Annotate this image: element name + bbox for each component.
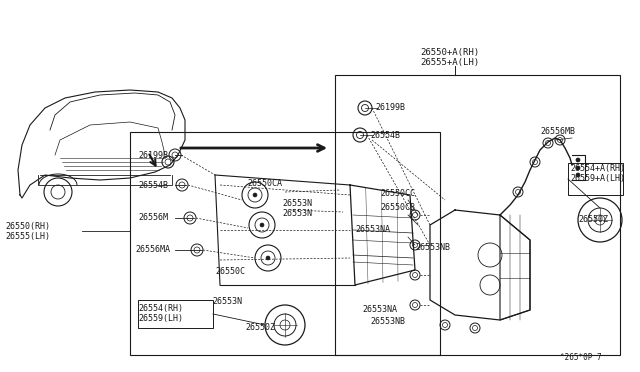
Circle shape [576, 173, 580, 177]
Bar [335, 75, 620, 355]
Text: 26553NA: 26553NA [362, 305, 397, 314]
Text: 26550+A(RH): 26550+A(RH) [420, 48, 479, 57]
Text: 26555(LH): 26555(LH) [5, 231, 50, 241]
Text: 26550Z: 26550Z [245, 324, 275, 333]
Bar [130, 132, 440, 355]
Text: 26550C: 26550C [215, 267, 245, 276]
Text: 26553N: 26553N [212, 298, 242, 307]
Text: 26553N: 26553N [282, 199, 312, 208]
Text: 26550(RH): 26550(RH) [5, 221, 50, 231]
Circle shape [576, 166, 580, 170]
Text: 26559+A(LH): 26559+A(LH) [570, 173, 625, 183]
Text: 26553NA: 26553NA [355, 225, 390, 234]
Text: 26553NB: 26553NB [370, 317, 405, 327]
Circle shape [576, 158, 580, 162]
Text: 26553NB: 26553NB [415, 244, 450, 253]
Text: 26556M: 26556M [138, 214, 168, 222]
Text: 26556MA: 26556MA [135, 246, 170, 254]
Text: 26550Z: 26550Z [578, 215, 608, 224]
Circle shape [260, 223, 264, 227]
Text: 26550CC: 26550CC [380, 189, 415, 198]
Text: ^265*0P 7: ^265*0P 7 [560, 353, 602, 362]
Bar [138, 300, 213, 328]
Text: 26199B: 26199B [138, 151, 168, 160]
Text: 26199B: 26199B [375, 103, 405, 112]
Text: 26555+A(LH): 26555+A(LH) [420, 58, 479, 67]
Circle shape [266, 256, 270, 260]
Text: 26556MB: 26556MB [540, 128, 575, 137]
Text: 26554B: 26554B [370, 131, 400, 140]
Text: 26559(LH): 26559(LH) [138, 314, 183, 323]
Bar [568, 163, 623, 195]
Text: 26553N: 26553N [282, 208, 312, 218]
Text: 26554(RH): 26554(RH) [138, 304, 183, 312]
Text: 26554+A(RH): 26554+A(RH) [570, 164, 625, 173]
Text: 26550CA: 26550CA [247, 179, 282, 187]
Circle shape [253, 193, 257, 197]
Text: 26550CB: 26550CB [380, 202, 415, 212]
Text: 26554B: 26554B [138, 180, 168, 189]
